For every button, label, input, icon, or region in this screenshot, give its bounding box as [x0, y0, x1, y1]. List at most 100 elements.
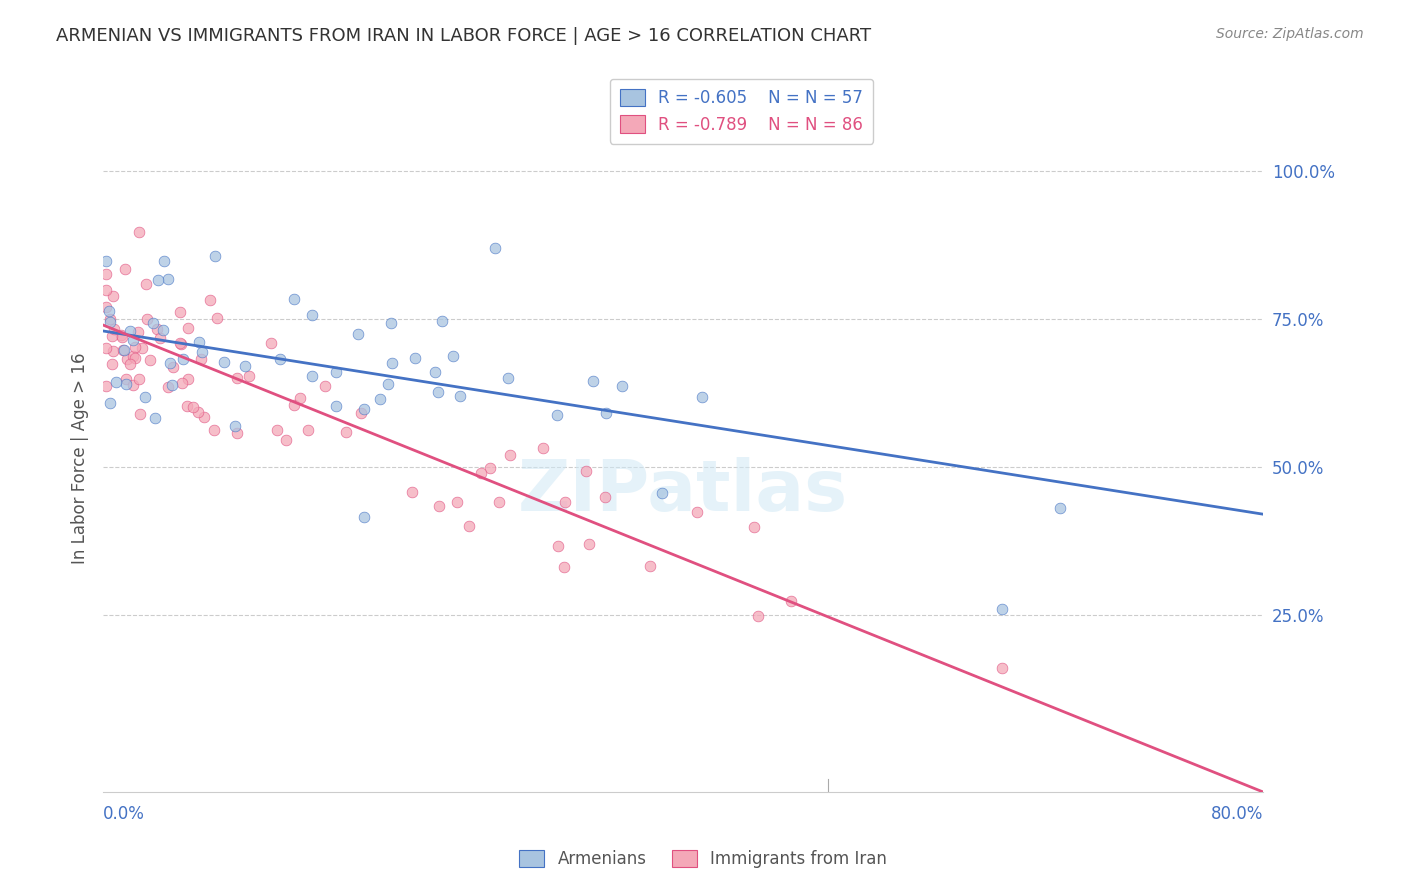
Immigrants from Iran	[274, 433, 297, 447]
Armenians	[94, 254, 117, 268]
Immigrants from Iran	[94, 283, 117, 297]
Text: 0.0%: 0.0%	[103, 805, 145, 823]
Armenians	[430, 314, 453, 328]
Immigrants from Iran	[131, 341, 153, 355]
Armenians	[1049, 501, 1071, 516]
Immigrants from Iran	[547, 539, 569, 553]
Immigrants from Iran	[156, 379, 179, 393]
Immigrants from Iran	[193, 410, 215, 425]
Armenians	[651, 485, 673, 500]
Immigrants from Iran	[202, 423, 225, 437]
Immigrants from Iran	[115, 351, 138, 366]
Armenians	[441, 349, 464, 363]
Armenians	[98, 304, 121, 318]
Armenians	[377, 376, 399, 391]
Immigrants from Iran	[177, 372, 200, 386]
Immigrants from Iran	[94, 342, 117, 356]
Armenians	[142, 316, 165, 330]
Immigrants from Iran	[742, 520, 765, 534]
Armenians	[115, 376, 138, 391]
Immigrants from Iran	[335, 425, 357, 439]
Armenians	[233, 359, 256, 373]
Immigrants from Iran	[283, 398, 305, 412]
Armenians	[353, 402, 375, 417]
Immigrants from Iran	[138, 353, 160, 368]
Immigrants from Iran	[111, 329, 134, 343]
Armenians	[162, 378, 184, 392]
Armenians	[370, 392, 392, 407]
Immigrants from Iran	[427, 499, 450, 513]
Armenians	[145, 411, 167, 425]
Immigrants from Iran	[574, 464, 596, 478]
Armenians	[112, 343, 135, 357]
Immigrants from Iran	[238, 368, 260, 383]
Immigrants from Iran	[100, 357, 122, 371]
Immigrants from Iran	[638, 558, 661, 573]
Immigrants from Iran	[122, 349, 145, 363]
Armenians	[301, 308, 323, 322]
Armenians	[425, 365, 447, 379]
Immigrants from Iran	[190, 352, 212, 367]
Immigrants from Iran	[127, 325, 149, 339]
Immigrants from Iran	[350, 406, 373, 420]
Immigrants from Iran	[290, 391, 312, 405]
Immigrants from Iran	[187, 405, 209, 419]
Immigrants from Iran	[470, 466, 492, 480]
Armenians	[404, 351, 426, 365]
Armenians	[120, 324, 142, 338]
Armenians	[325, 399, 347, 413]
Immigrants from Iran	[94, 267, 117, 281]
Immigrants from Iran	[593, 490, 616, 504]
Immigrants from Iran	[226, 426, 249, 441]
Immigrants from Iran	[177, 321, 200, 335]
Immigrants from Iran	[578, 537, 600, 551]
Armenians	[98, 396, 121, 410]
Armenians	[188, 334, 211, 349]
Immigrants from Iran	[198, 293, 221, 307]
Immigrants from Iran	[458, 519, 481, 533]
Armenians	[353, 510, 375, 524]
Armenians	[191, 345, 214, 359]
Immigrants from Iran	[135, 277, 157, 292]
Armenians	[546, 408, 568, 422]
Immigrants from Iran	[124, 340, 146, 354]
Armenians	[346, 327, 368, 342]
Immigrants from Iran	[100, 328, 122, 343]
Immigrants from Iran	[128, 372, 150, 386]
Immigrants from Iran	[259, 335, 281, 350]
Immigrants from Iran	[146, 321, 169, 335]
Armenians	[172, 352, 194, 367]
Armenians	[595, 407, 617, 421]
Immigrants from Iran	[120, 357, 142, 371]
Immigrants from Iran	[129, 407, 152, 421]
Text: ZIPatlas: ZIPatlas	[519, 457, 848, 526]
Immigrants from Iran	[103, 343, 125, 358]
Immigrants from Iran	[169, 336, 191, 351]
Armenians	[283, 292, 305, 306]
Immigrants from Iran	[136, 311, 159, 326]
Immigrants from Iran	[170, 376, 193, 390]
Immigrants from Iran	[531, 441, 554, 455]
Immigrants from Iran	[162, 360, 184, 375]
Armenians	[380, 316, 402, 330]
Armenians	[449, 389, 471, 403]
Armenians	[121, 333, 143, 347]
Armenians	[204, 249, 226, 263]
Armenians	[212, 355, 235, 369]
Immigrants from Iran	[499, 448, 522, 462]
Immigrants from Iran	[991, 661, 1014, 675]
Immigrants from Iran	[266, 423, 288, 437]
Immigrants from Iran	[176, 400, 198, 414]
Immigrants from Iran	[169, 305, 191, 319]
Armenians	[381, 356, 404, 370]
Immigrants from Iran	[488, 494, 510, 508]
Immigrants from Iran	[553, 559, 575, 574]
Immigrants from Iran	[554, 495, 576, 509]
Armenians	[152, 323, 174, 337]
Immigrants from Iran	[226, 370, 249, 384]
Immigrants from Iran	[181, 400, 204, 414]
Immigrants from Iran	[297, 424, 319, 438]
Immigrants from Iran	[478, 461, 501, 475]
Immigrants from Iran	[401, 484, 423, 499]
Immigrants from Iran	[111, 343, 134, 357]
